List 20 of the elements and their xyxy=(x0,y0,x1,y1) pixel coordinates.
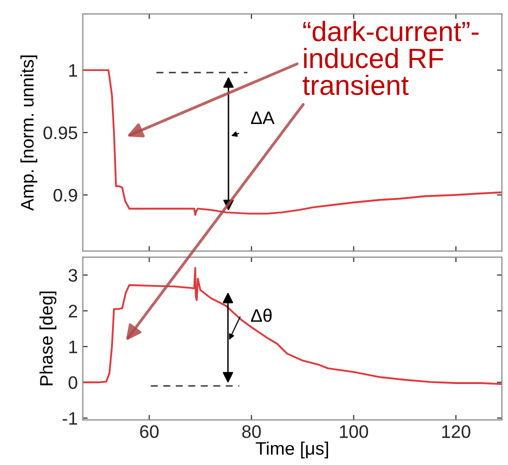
x-axis-title: Time [μs] xyxy=(256,442,328,458)
y-tick-label: 3 xyxy=(68,268,78,282)
y-axis-title: Amp. [norm. unnits] xyxy=(20,56,38,211)
x-tick-label: 80 xyxy=(242,425,261,438)
annotation: “dark-current”- induced RF transient xyxy=(302,20,479,96)
y-tick-label: 0.9 xyxy=(54,188,78,202)
x-tick-label: 60 xyxy=(140,425,159,438)
y-tick-label: 2 xyxy=(68,304,78,318)
y-tick-label: 1 xyxy=(69,64,78,77)
annotation: Δθ xyxy=(250,308,272,322)
y-tick-label: 1 xyxy=(69,340,78,354)
x-tick-label: 120 xyxy=(442,425,470,438)
annotation: ΔA xyxy=(250,112,275,124)
y-tick-label: -1 xyxy=(62,412,78,425)
line-series xyxy=(82,69,502,216)
y-tick-label: 0.95 xyxy=(44,126,78,140)
line-series xyxy=(82,266,502,386)
x-tick-label: 100 xyxy=(340,425,368,438)
y-axis-title: Phase [deg] xyxy=(40,292,56,386)
y-tick-label: 0 xyxy=(68,376,78,390)
